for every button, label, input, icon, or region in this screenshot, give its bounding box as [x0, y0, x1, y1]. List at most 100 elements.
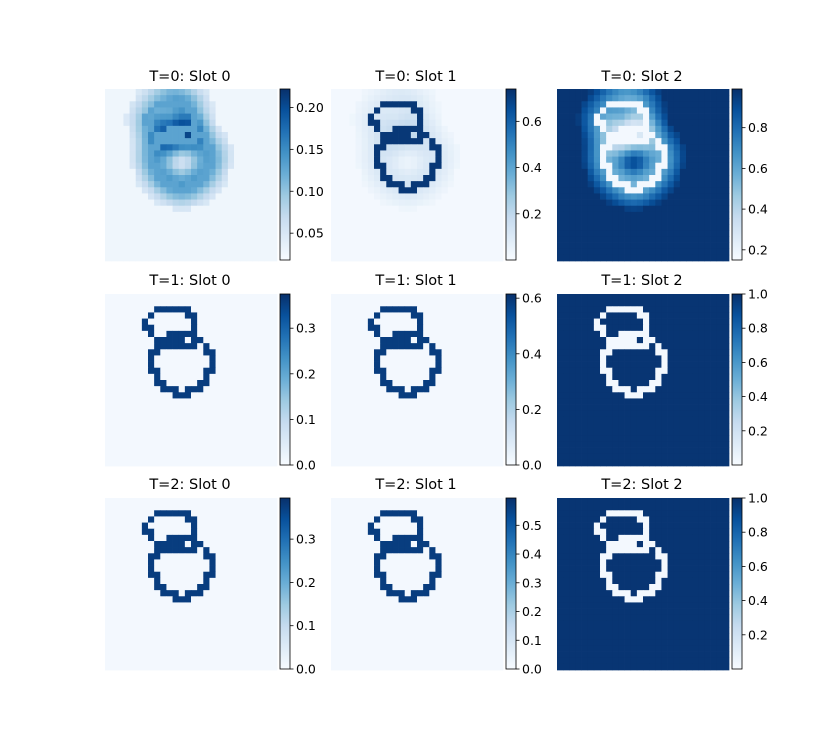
heatmap-cell: [673, 218, 681, 225]
heatmap-cell: [563, 101, 570, 108]
heatmap-cell: [692, 181, 699, 188]
heatmap-cell: [704, 447, 711, 455]
heatmap-cell: [337, 144, 344, 151]
heatmap-cell: [466, 423, 473, 430]
heatmap-cell: [404, 324, 412, 332]
heatmap-cell: [612, 447, 619, 455]
heatmap-cell: [392, 324, 399, 332]
heatmap-cell: [686, 416, 693, 424]
heatmap-cell: [270, 534, 278, 542]
heatmap-cell: [581, 294, 589, 301]
heatmap-cell: [148, 150, 155, 157]
heatmap-cell: [166, 504, 173, 511]
heatmap-cell: [337, 453, 344, 461]
heatmap-cell: [215, 218, 223, 225]
heatmap-cell: [612, 113, 619, 121]
heatmap-cell: [221, 211, 229, 219]
heatmap-cell: [569, 453, 576, 461]
heatmap-cell: [123, 132, 130, 139]
heatmap-cell: [148, 416, 155, 424]
heatmap-cell: [636, 306, 644, 313]
heatmap-cell: [135, 306, 143, 313]
heatmap-cell: [630, 294, 638, 301]
heatmap-cell: [191, 156, 198, 164]
heatmap-cell: [252, 242, 259, 250]
heatmap-cell: [636, 373, 644, 381]
heatmap-cell: [581, 398, 589, 405]
heatmap-cell: [557, 254, 564, 262]
heatmap-cell: [618, 125, 625, 133]
heatmap-cell: [154, 441, 161, 448]
heatmap-cell: [209, 361, 216, 369]
heatmap-cell: [105, 337, 112, 344]
heatmap-cell: [386, 150, 393, 157]
heatmap-cell: [587, 242, 595, 250]
heatmap-cell: [349, 211, 356, 219]
heatmap-cell: [123, 218, 130, 225]
heatmap-cell: [117, 119, 124, 127]
heatmap-cell: [270, 380, 278, 387]
heatmap-cell: [184, 534, 192, 542]
heatmap-cell: [234, 386, 241, 393]
heatmap-cell: [234, 516, 241, 523]
heatmap-cell: [692, 416, 699, 424]
heatmap-cell: [361, 361, 369, 369]
heatmap-cell: [716, 423, 724, 430]
heatmap-cell: [630, 349, 638, 356]
heatmap-cell: [246, 534, 253, 542]
heatmap-cell: [123, 398, 130, 405]
heatmap-cell: [178, 89, 186, 96]
heatmap-cell: [172, 386, 180, 393]
heatmap-cell: [135, 541, 143, 548]
heatmap-cell: [478, 423, 485, 430]
heatmap-cell: [496, 398, 504, 405]
heatmap-cell: [258, 107, 266, 114]
heatmap-cell: [154, 516, 161, 523]
heatmap-cell: [191, 224, 198, 231]
heatmap-cell: [429, 459, 436, 467]
heatmap-cell: [606, 95, 613, 102]
heatmap-cell: [203, 528, 210, 536]
heatmap-cell: [710, 380, 718, 387]
heatmap-cell: [569, 119, 576, 127]
heatmap-cell: [215, 113, 223, 121]
heatmap-cell: [184, 236, 192, 243]
heatmap-cell: [227, 242, 235, 250]
heatmap-cell: [478, 175, 485, 182]
heatmap-cell: [105, 541, 112, 548]
heatmap-cell: [264, 392, 272, 399]
heatmap-cell: [246, 248, 253, 256]
heatmap-cell: [679, 168, 687, 176]
heatmap-cell: [563, 248, 570, 256]
heatmap-cell: [337, 416, 344, 424]
heatmap-cell: [673, 355, 681, 362]
heatmap-cell: [624, 138, 632, 145]
heatmap-cell: [264, 373, 272, 381]
heatmap-cell: [484, 386, 492, 393]
heatmap-cell: [435, 349, 442, 356]
heatmap-cell: [704, 392, 711, 399]
heatmap-cell: [698, 236, 705, 243]
heatmap-cell: [123, 453, 130, 461]
heatmap-cell: [135, 199, 143, 207]
heatmap-cell: [655, 373, 662, 381]
heatmap-cell: [484, 349, 492, 356]
colorbar-tick-label: 0.6: [522, 114, 542, 129]
heatmap-cell: [447, 330, 455, 338]
heatmap-cell: [234, 242, 241, 250]
heatmap-cell: [191, 306, 198, 313]
heatmap-cell: [557, 187, 564, 194]
heatmap-cell: [361, 168, 369, 176]
heatmap-cell: [129, 300, 137, 307]
heatmap-cell: [215, 324, 223, 332]
heatmap-cell: [667, 386, 675, 393]
heatmap-cell: [655, 453, 662, 461]
heatmap-cell: [600, 162, 607, 170]
heatmap-cell: [252, 429, 259, 436]
heatmap-cell: [575, 119, 582, 127]
heatmap-cell: [367, 199, 375, 207]
heatmap-cell: [270, 343, 278, 350]
heatmap-cell: [698, 218, 705, 225]
heatmap-cell: [392, 236, 399, 243]
heatmap-cell: [692, 113, 699, 121]
